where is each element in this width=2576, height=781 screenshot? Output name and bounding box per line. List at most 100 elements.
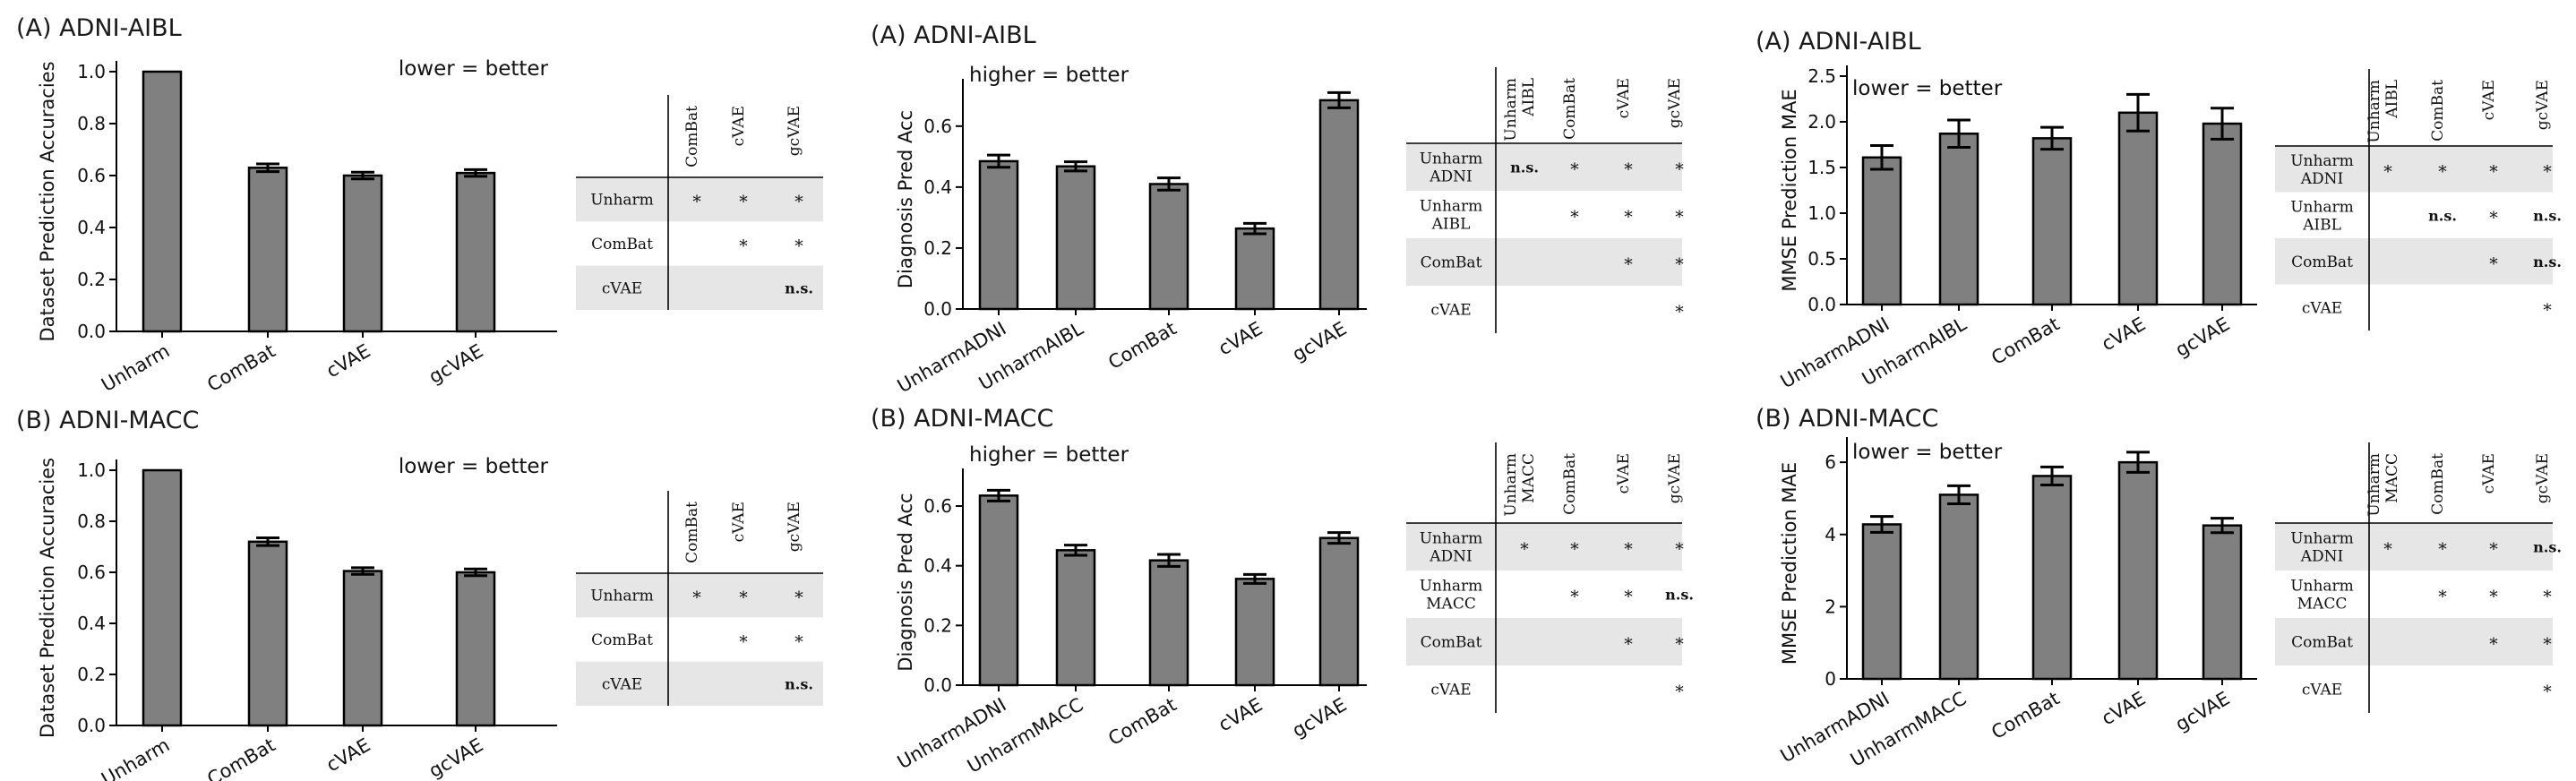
table-cell: * <box>1624 160 1633 180</box>
table-cell: n.s. <box>785 675 813 692</box>
x-tick-label: gcVAE <box>425 340 487 389</box>
table-column-header: cVAE <box>730 502 748 542</box>
table-cell: * <box>1675 160 1684 180</box>
table-column-header: ComBat <box>2429 80 2447 142</box>
y-tick-label: 0.2 <box>923 237 952 259</box>
x-tick-label: gcVAE <box>2172 313 2234 362</box>
table-cell: * <box>2543 300 2552 320</box>
y-tick-label: 0.2 <box>923 614 952 636</box>
y-tick-label: 0.4 <box>923 176 952 198</box>
panel-3: (A) ADNI-AIBL lower = better MMSE Predicti… <box>1756 28 2562 392</box>
table-column-header: cVAE <box>2480 453 2498 493</box>
bar-UnharmADNI <box>1861 523 1902 681</box>
x-tick-label: cVAE <box>322 340 374 382</box>
table-row-label: cVAE <box>602 675 642 693</box>
x-tick-label: ComBat <box>1104 694 1180 751</box>
panel-5: (B) ADNI-MACC higher = better Diagnosis Pr… <box>871 405 1694 777</box>
table-cell: * <box>2543 682 2552 702</box>
y-tick-label: 0.6 <box>923 495 952 517</box>
panel-1: (A) ADNI-AIBL lower = better Dataset Predi… <box>16 14 823 396</box>
x-tick-label: cVAE <box>322 734 374 777</box>
table-cell: * <box>1675 635 1684 655</box>
table-cell: * <box>794 588 803 608</box>
table-column-header: gcVAE <box>786 106 803 156</box>
y-tick-label: 2.5 <box>1807 65 1836 87</box>
x-tick-label: ComBat <box>203 734 279 781</box>
y-tick-label: 0.6 <box>923 116 952 137</box>
panel-title: (A) ADNI-AIBL <box>16 14 182 42</box>
panel-note: higher = better <box>969 443 1129 467</box>
x-tick-label: gcVAE <box>1289 318 1351 366</box>
table-column-header: cVAE <box>730 106 748 146</box>
table-row-label: ComBat <box>2291 253 2353 271</box>
table-cell: n.s. <box>1665 587 1694 604</box>
bar-Unharm <box>142 70 183 333</box>
table-cell: * <box>1675 540 1684 560</box>
table-row-shade <box>2275 618 2553 665</box>
table-row-shade <box>576 265 823 310</box>
y-axis-label: Diagnosis Pred Acc <box>895 110 916 288</box>
table-cell: * <box>1675 682 1684 702</box>
bar-gcVAE <box>455 571 496 727</box>
table-row-label: Unharm <box>1420 198 1483 216</box>
table-column-header: gcVAE <box>2534 453 2552 503</box>
table-cell: n.s. <box>2533 539 2562 556</box>
table-cell: * <box>1570 208 1579 227</box>
table-row-label: Unharm <box>2290 198 2354 216</box>
table-cell: * <box>1675 255 1684 275</box>
table-column-header: AIBL <box>2383 80 2401 119</box>
bar-ComBat <box>1148 183 1189 311</box>
table-cell: * <box>692 588 701 608</box>
table-row-label: ADNI <box>2300 548 2344 566</box>
table-cell: * <box>1624 588 1633 607</box>
table-row-shade <box>1406 618 1682 665</box>
table-cell: * <box>1675 208 1684 227</box>
bar-cVAE <box>1234 227 1275 311</box>
panel-note: lower = better <box>1852 77 2003 100</box>
panel-note: lower = better <box>1852 441 2003 464</box>
panel-6: (B) ADNI-MACC lower = better MMSE Predicti… <box>1756 405 2562 771</box>
y-tick-label: 0.6 <box>77 562 106 583</box>
x-tick-label: gcVAE <box>2172 688 2234 736</box>
y-tick-label: 4 <box>1825 524 1836 545</box>
y-tick-label: 1.0 <box>77 459 106 481</box>
table-cell: * <box>2383 162 2392 182</box>
table-cell: * <box>739 632 748 652</box>
bar-cVAE <box>342 174 383 333</box>
table-row-label: Unharm <box>2290 530 2354 548</box>
table-row-label: Unharm <box>2290 152 2354 170</box>
table-column-header: Unharm <box>2366 80 2383 143</box>
table-row-label: ComBat <box>591 236 653 253</box>
y-tick-label: 0.5 <box>1807 248 1836 270</box>
table-row-label: Unharm <box>2290 578 2354 596</box>
table-row-label: ComBat <box>591 631 653 649</box>
x-tick-label: gcVAE <box>425 734 487 781</box>
table-row-shade <box>2275 523 2553 571</box>
y-axis-label: Dataset Prediction Accuracies <box>37 61 58 341</box>
table-cell: * <box>2489 162 2498 182</box>
panel-title: (B) ADNI-MACC <box>1756 405 1938 433</box>
significance-table: ComBat cVAE gcVAE Unharm * * * ComBat * * cVAE n.s. <box>576 491 823 706</box>
y-tick-label: 1.0 <box>1807 202 1836 224</box>
table-row-label: ADNI <box>1429 548 1473 566</box>
table-cell: * <box>1570 588 1579 607</box>
bar-UnharmADNI <box>1861 156 1902 306</box>
y-tick-label: 0.4 <box>923 555 952 577</box>
table-column-header: cVAE <box>1615 78 1633 118</box>
x-tick-label: cVAE <box>2098 313 2149 356</box>
y-tick-label: 0.4 <box>77 613 106 634</box>
table-row-shade <box>2275 238 2553 285</box>
table-cell: * <box>1520 540 1529 560</box>
table-row-label: cVAE <box>1430 302 1471 320</box>
panel-note: higher = better <box>969 64 1129 87</box>
y-tick-label: 1.0 <box>77 61 106 82</box>
y-tick-label: 0.0 <box>923 674 952 696</box>
table-cell: n.s. <box>2533 253 2562 270</box>
bar-ComBat <box>247 540 288 727</box>
bar-UnharmADNI <box>978 494 1019 687</box>
bar-gcVAE <box>2202 524 2243 681</box>
y-axis-label: Diagnosis Pred Acc <box>895 493 916 671</box>
table-column-header: MACC <box>1520 453 1538 503</box>
